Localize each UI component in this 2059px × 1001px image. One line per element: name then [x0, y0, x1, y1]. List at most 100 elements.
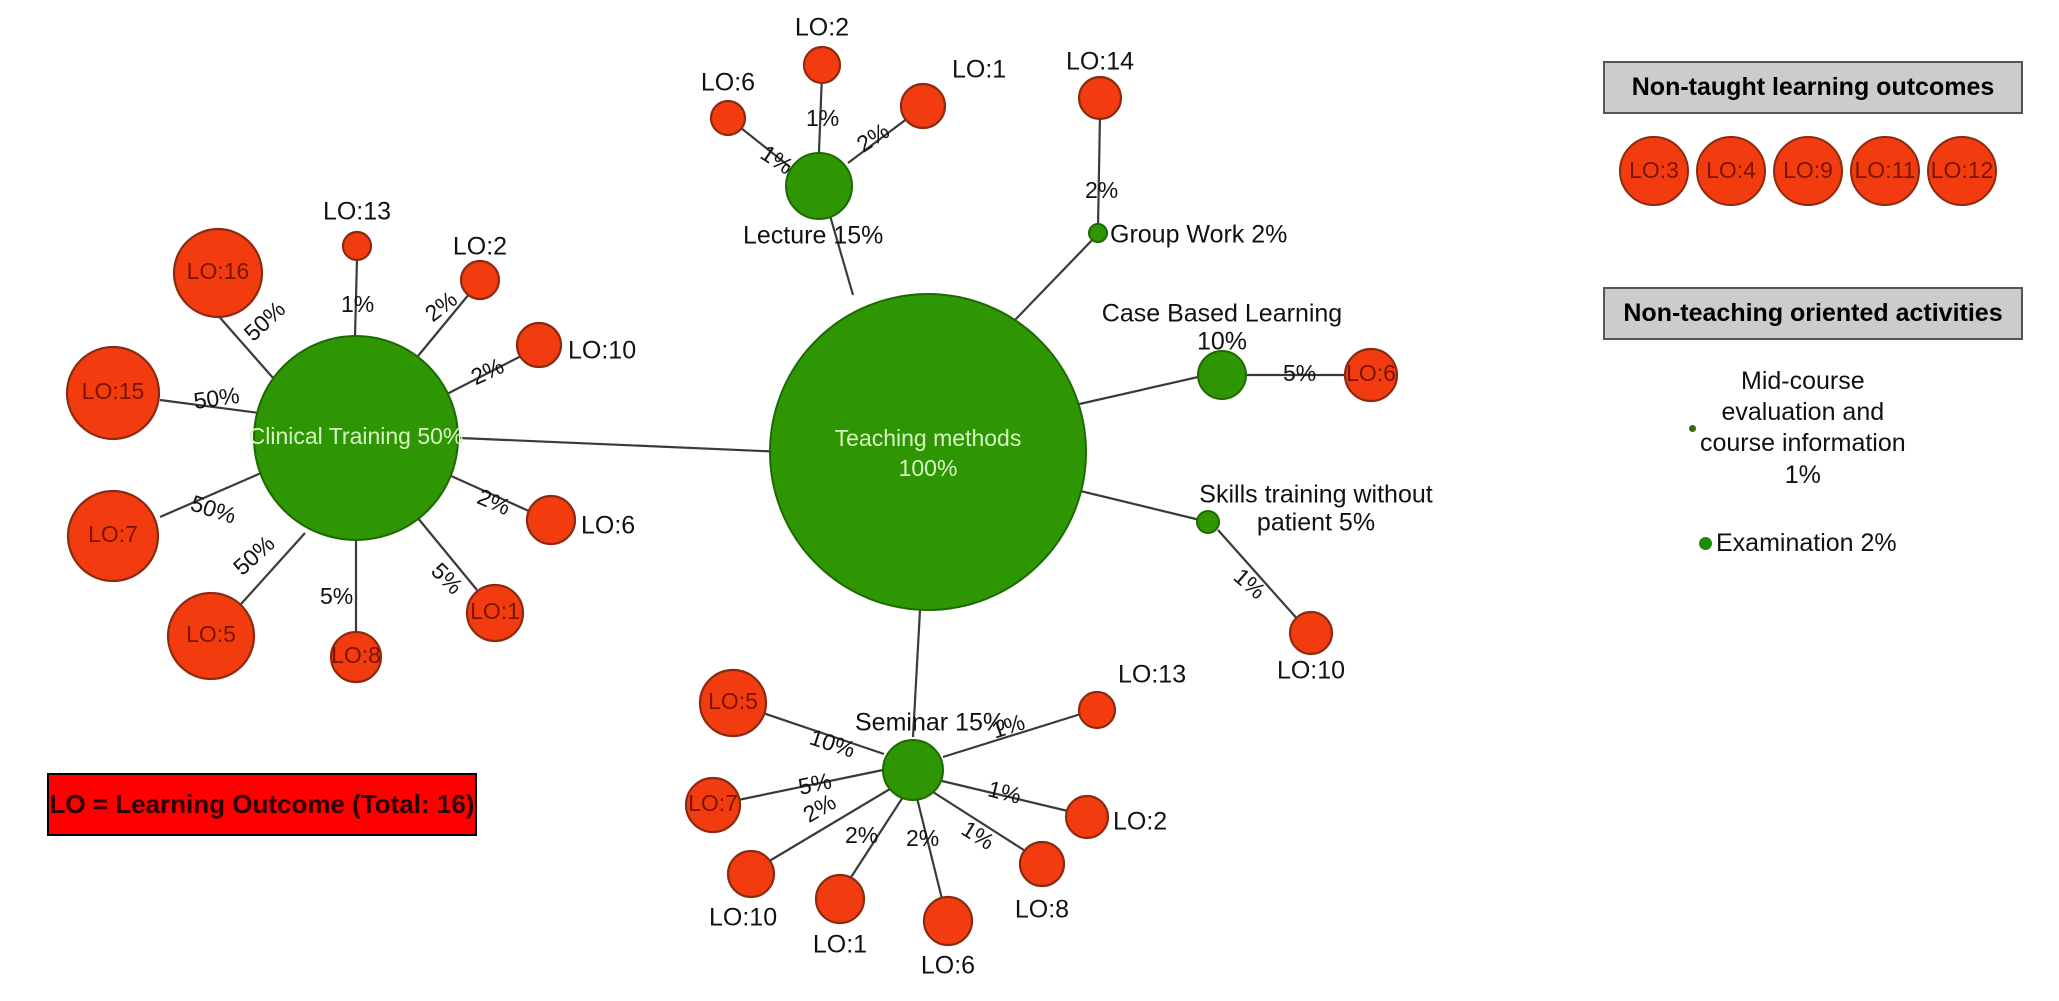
edge-weight-ct-lo2: 2% — [420, 286, 462, 327]
node-seminar-lo1[interactable]: LO:1 — [813, 873, 867, 959]
node-ct-lo7-circle[interactable] — [66, 489, 160, 583]
node-ct-lo13[interactable]: LO:13 — [323, 198, 391, 262]
node-lecture[interactable]: Lecture 15% — [743, 152, 883, 250]
activity-label-mid-course: Mid-course evaluation and course informa… — [1700, 366, 1906, 491]
node-seminar-lo8[interactable]: LO:8 — [1015, 840, 1069, 924]
node-groupwork-lo14[interactable]: LO:14 — [1066, 48, 1134, 121]
node-lecture-lo6-label: LO:6 — [701, 69, 755, 97]
node-ct-lo2-circle[interactable] — [459, 259, 501, 301]
edge-ct-lo16 — [214, 311, 275, 380]
legend-circle-lo3[interactable]: LO:3 — [1619, 135, 1689, 206]
node-seminar-circle[interactable] — [882, 739, 944, 801]
edge-weight-ct-lo5: 50% — [228, 530, 280, 580]
node-ct-lo6[interactable]: LO:6 — [525, 494, 635, 546]
node-seminar-lo6[interactable]: LO:6 — [921, 895, 975, 980]
edge-ct-lo1 — [416, 516, 478, 591]
node-lecture-lo1-label: LO:1 — [952, 56, 1006, 84]
node-group-work-circle[interactable] — [1088, 223, 1108, 243]
node-clinical-training[interactable]: Clinical Training 50% — [249, 335, 464, 541]
node-ct-lo10[interactable]: LO:10 — [515, 321, 636, 369]
node-lecture-lo2-circle[interactable] — [802, 45, 842, 85]
node-seminar-lo2[interactable]: LO:2 — [1064, 794, 1167, 840]
node-ct-lo5[interactable]: LO:5 — [166, 591, 256, 681]
edge-seminar-lo2 — [941, 779, 1073, 814]
panel-non-taught-circle-list: LO:3 LO:4 LO:9 LO:11 LO:12 — [1603, 135, 2023, 206]
node-skills-training-circle[interactable] — [1196, 510, 1220, 534]
node-ct-lo16-circle[interactable] — [172, 227, 264, 319]
node-seminar-lo13-circle[interactable] — [1077, 690, 1117, 730]
node-case-based-learning-circle[interactable] — [1197, 350, 1247, 400]
edge-weight-seminar-lo8: 1% — [957, 815, 999, 855]
node-teaching-methods[interactable]: Teaching methods 100% — [769, 293, 1087, 611]
node-case-based-learning[interactable]: Case Based Learning 10% — [1102, 300, 1342, 400]
node-seminar-lo10-label: LO:10 — [709, 904, 777, 932]
legend-circle-lo12[interactable]: LO:12 — [1927, 135, 1997, 206]
legend-circle-lo11[interactable]: LO:11 — [1850, 135, 1920, 206]
edge-seminar-lo8 — [932, 791, 1031, 855]
node-seminar-lo6-circle[interactable] — [922, 895, 974, 947]
node-ct-lo8[interactable]: LO:8 — [329, 630, 383, 684]
node-lecture-lo6-circle[interactable] — [709, 99, 747, 137]
edge-tm-case-based — [1074, 373, 1208, 407]
node-ct-lo5-label: LO:5 — [186, 621, 236, 647]
node-ct-lo1[interactable]: LO:1 — [465, 583, 525, 643]
node-seminar-lo1-label: LO:1 — [813, 931, 867, 959]
node-ct-lo13-circle[interactable] — [341, 230, 373, 262]
node-seminar-lo7[interactable]: LO:7 — [684, 776, 742, 834]
node-seminar[interactable]: Seminar 15% — [855, 709, 1005, 801]
node-ct-lo13-label: LO:13 — [323, 198, 391, 226]
node-ct-lo5-circle[interactable] — [166, 591, 256, 681]
legend-circle-lo9[interactable]: LO:9 — [1773, 135, 1843, 206]
node-casebased-lo6-circle[interactable] — [1343, 347, 1399, 403]
edge-seminar-lo6 — [915, 797, 946, 908]
node-teaching-methods-label-line1: Teaching methods — [835, 425, 1022, 451]
node-seminar-lo5[interactable]: LO:5 — [698, 668, 768, 738]
node-seminar-lo8-circle[interactable] — [1018, 840, 1066, 888]
node-ct-lo1-circle[interactable] — [465, 583, 525, 643]
node-clinical-training-circle[interactable] — [253, 335, 459, 541]
node-ct-lo10-label: LO:10 — [568, 337, 636, 365]
node-lecture-lo1-circle[interactable] — [899, 82, 947, 130]
activity-item-examination[interactable]: Examination 2% — [1603, 529, 2023, 558]
node-seminar-lo2-circle[interactable] — [1064, 794, 1110, 840]
node-lecture-lo1[interactable]: LO:1 — [899, 56, 1006, 130]
node-ct-lo8-circle[interactable] — [329, 630, 383, 684]
node-seminar-lo10-circle[interactable] — [726, 849, 776, 899]
node-ct-lo16-label: LO:16 — [187, 258, 250, 284]
node-lecture-lo2[interactable]: LO:2 — [795, 14, 849, 85]
node-teaching-methods-circle[interactable] — [769, 293, 1087, 611]
edge-ct-lo10 — [446, 352, 528, 395]
node-ct-lo7[interactable]: LO:7 — [66, 489, 160, 583]
node-seminar-lo13[interactable]: LO:13 — [1077, 661, 1186, 730]
node-ct-lo15-circle[interactable] — [65, 345, 161, 441]
node-seminar-lo10[interactable]: LO:10 — [709, 849, 777, 932]
activity-item-mid-course-evaluation[interactable]: Mid-course evaluation and course informa… — [1603, 366, 2023, 491]
legend-circle-lo4[interactable]: LO:4 — [1696, 135, 1766, 206]
node-skills-training[interactable]: Skills training without patient 5% — [1196, 481, 1433, 537]
node-lecture-circle[interactable] — [785, 152, 853, 220]
panel-non-teaching-oriented-activities: Non-teaching oriented activities Mid-cou… — [1603, 287, 2023, 558]
node-casebased-lo6[interactable]: LO:6 — [1343, 347, 1399, 403]
node-ct-lo6-circle[interactable] — [525, 494, 577, 546]
node-groupwork-lo14-circle[interactable] — [1077, 75, 1123, 121]
node-skills-lo10-circle[interactable] — [1288, 610, 1334, 656]
edge-layer — [159, 73, 1344, 908]
node-teaching-methods-label-line2: 100% — [899, 455, 958, 481]
edge-tm-group-work — [1014, 234, 1098, 321]
node-seminar-lo5-circle[interactable] — [698, 668, 768, 738]
node-seminar-lo7-circle[interactable] — [684, 776, 742, 834]
edge-weight-ct-lo13: 1% — [341, 291, 374, 317]
node-group-work[interactable]: Group Work 2% — [1088, 221, 1287, 249]
edge-weight-seminar-lo6: 2% — [906, 825, 939, 851]
node-ct-lo2[interactable]: LO:2 — [453, 233, 507, 301]
node-seminar-lo1-circle[interactable] — [814, 873, 866, 925]
node-ct-lo16[interactable]: LO:16 — [172, 227, 264, 319]
node-lecture-lo6[interactable]: LO:6 — [701, 69, 755, 137]
node-skills-lo10[interactable]: LO:10 — [1277, 610, 1345, 685]
node-ct-lo8-label: LO:8 — [331, 642, 381, 668]
node-ct-lo15[interactable]: LO:15 — [65, 345, 161, 441]
node-clinical-training-label: Clinical Training 50% — [249, 423, 464, 449]
edge-ct-lo5 — [231, 532, 306, 615]
edge-ct-lo15 — [159, 398, 268, 416]
node-ct-lo10-circle[interactable] — [515, 321, 563, 369]
